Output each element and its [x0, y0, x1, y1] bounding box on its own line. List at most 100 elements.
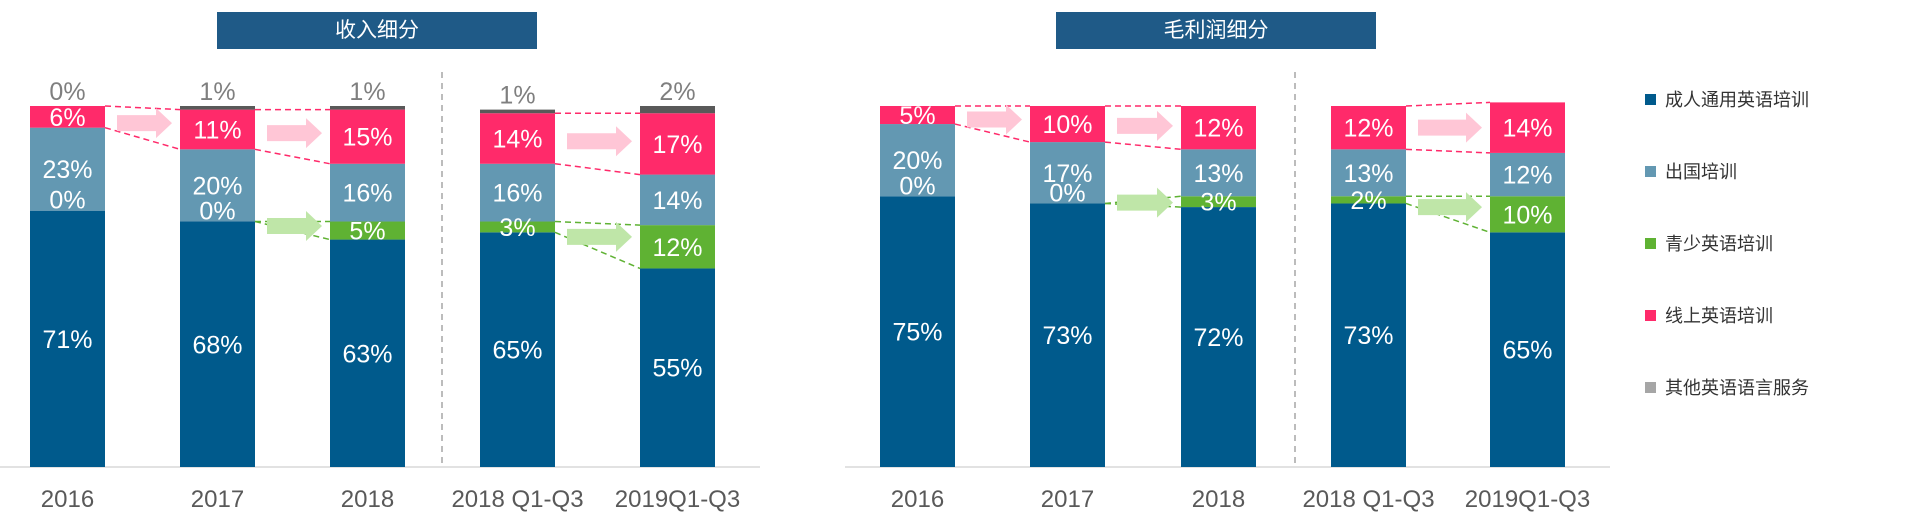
bar-segment-adult-2018: [1181, 207, 1256, 467]
data-label-other: 0%: [49, 78, 85, 106]
legend-label-online: 线上英语培训: [1665, 306, 1773, 327]
youth-growth-arrow: [267, 211, 322, 242]
data-label-other: 1%: [199, 78, 235, 106]
x-tick-label: 2018: [341, 486, 394, 513]
bar-segment-overseas-2018: [1181, 149, 1256, 197]
trend-connector: [104, 126, 181, 151]
bar-segment-youth-2019Q1-Q3: [640, 225, 715, 269]
online-growth-arrow: [1418, 112, 1482, 143]
data-label-online: 17%: [652, 131, 702, 159]
x-tick-label: 2018 Q1-Q3: [451, 486, 583, 513]
legend-swatch-overseas: [1645, 166, 1656, 177]
bar-segment-adult-2016: [880, 196, 955, 467]
data-label-overseas: 14%: [652, 187, 702, 215]
data-label-adult: 65%: [1502, 337, 1552, 365]
bar-segment-online-2017: [1030, 106, 1105, 143]
bar-segment-overseas-2017: [1030, 142, 1105, 204]
data-label-online: 12%: [1343, 115, 1393, 143]
data-label-overseas: 16%: [492, 180, 542, 208]
bar-segment-adult-2017: [180, 221, 255, 467]
data-label-overseas: 12%: [1502, 162, 1552, 190]
bar-segment-adult-2017: [1030, 203, 1105, 467]
data-label-youth: 0%: [49, 187, 85, 215]
bar-segment-online-2016: [880, 106, 955, 125]
data-label-other: 2%: [659, 78, 695, 106]
legend-swatch-adult: [1645, 94, 1656, 105]
data-label-online: 6%: [49, 104, 85, 132]
legend-swatch-youth: [1645, 238, 1656, 249]
data-label-online: 12%: [1193, 115, 1243, 143]
data-label-overseas: 20%: [892, 147, 942, 175]
data-label-adult: 55%: [652, 355, 702, 383]
youth-growth-arrow: [1418, 192, 1482, 223]
data-label-online: 11%: [193, 116, 241, 144]
x-tick-label: 2018 Q1-Q3: [1302, 486, 1434, 513]
bar-segment-youth-2019Q1-Q3: [1490, 196, 1565, 233]
data-label-youth: 2%: [1350, 187, 1386, 215]
data-label-other: 1%: [349, 78, 385, 106]
data-label-adult: 72%: [1193, 324, 1243, 352]
x-tick-label: 2019Q1-Q3: [615, 486, 740, 513]
bar-segment-youth-2018: [1181, 196, 1256, 208]
bar-segment-overseas-2018-Q1-Q3: [480, 163, 555, 222]
bar-segment-online-2018-Q1-Q3: [1331, 106, 1406, 150]
data-label-overseas: 16%: [342, 180, 392, 208]
data-label-adult: 73%: [1343, 322, 1393, 350]
x-tick-label: 2018: [1192, 486, 1245, 513]
data-label-adult: 73%: [1042, 322, 1092, 350]
legend-label-youth: 青少英语培训: [1665, 234, 1773, 255]
data-label-overseas: 20%: [192, 172, 242, 200]
data-label-other: 1%: [499, 82, 535, 110]
youth-growth-arrow: [567, 221, 632, 252]
bar-segment-online-2018: [330, 109, 405, 164]
bar-segment-adult-2018: [330, 239, 405, 467]
online-growth-arrow: [267, 118, 322, 149]
bar-segment-overseas-2016: [880, 124, 955, 197]
bar-segment-overseas-2017: [180, 149, 255, 222]
legend-swatch-online: [1645, 310, 1656, 321]
data-label-adult: 71%: [42, 326, 92, 354]
trend-connector: [254, 148, 331, 165]
online-growth-arrow: [567, 126, 632, 157]
data-label-online: 15%: [342, 124, 392, 152]
online-growth-arrow: [967, 104, 1022, 135]
revenue-chart-title: 收入细分: [217, 12, 537, 49]
bar-segment-online-2018: [1181, 106, 1256, 150]
data-label-online: 10%: [1042, 111, 1092, 139]
bar-segment-other-2019Q1-Q3: [640, 106, 715, 114]
bar-segment-online-2016: [30, 106, 105, 128]
bar-segment-adult-2019Q1-Q3: [640, 268, 715, 467]
trend-connector: [554, 220, 641, 226]
bar-segment-youth-2018-Q1-Q3: [1331, 196, 1406, 204]
data-label-overseas: 17%: [1042, 160, 1092, 188]
data-label-overseas: 23%: [42, 156, 92, 184]
bar-segment-youth-2018-Q1-Q3: [480, 221, 555, 233]
data-label-online: 14%: [1502, 115, 1552, 143]
data-label-overseas: 13%: [1193, 160, 1243, 188]
data-label-youth: 0%: [899, 172, 935, 200]
x-tick-label: 2017: [191, 486, 244, 513]
bar-segment-adult-2018-Q1-Q3: [480, 232, 555, 467]
gross-profit-chart-title: 毛利润细分: [1056, 12, 1376, 49]
bar-segment-overseas-2018: [330, 163, 405, 222]
trend-connector: [104, 105, 181, 111]
trend-connector: [1405, 101, 1491, 107]
x-tick-label: 2019Q1-Q3: [1465, 486, 1590, 513]
legend-label-other: 其他英语语言服务: [1665, 378, 1809, 399]
trend-connector: [554, 163, 641, 176]
bar-segment-adult-2016: [30, 210, 105, 467]
data-label-youth: 12%: [652, 234, 702, 262]
bar-segment-overseas-2019Q1-Q3: [640, 174, 715, 226]
x-tick-label: 2016: [41, 486, 94, 513]
legend-label-adult: 成人通用英语培训: [1665, 90, 1809, 111]
bar-segment-online-2017: [180, 109, 255, 150]
legend-swatch-other: [1645, 382, 1656, 393]
data-label-youth: 5%: [349, 218, 385, 246]
bar-segment-online-2018-Q1-Q3: [480, 113, 555, 164]
data-label-adult: 68%: [192, 331, 242, 359]
trend-connector: [1405, 148, 1491, 154]
bar-segment-online-2019Q1-Q3: [1490, 102, 1565, 153]
data-label-youth: 0%: [199, 198, 235, 226]
bar-segment-adult-2019Q1-Q3: [1490, 232, 1565, 467]
